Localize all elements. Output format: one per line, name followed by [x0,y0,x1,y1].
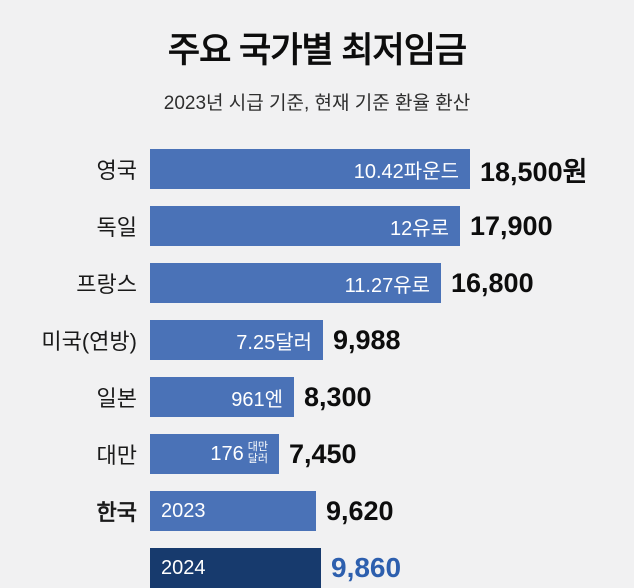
bar-inner-label-japan: 961엔 [231,388,283,411]
bar-korea-2024: 2024 [150,548,321,588]
bar-value-us-federal: 9,988 [333,324,401,355]
bar-value-korea-2024: 9,860 [331,552,402,583]
country-label-taiwan: 대만 [96,443,137,468]
bar-inner-sub-label-taiwan: 대만 달러 [247,441,268,465]
bar-value-taiwan: 7,450 [289,438,357,469]
bar-france: 11.27유로 [150,263,441,303]
bar-value-korea-2023: 9,620 [326,495,394,526]
bar-inner-label-uk: 10.42파운드 [353,160,459,183]
country-label-uk: 영국 [96,158,137,183]
chart-subtitle: 2023년 시급 기준, 현재 기준 환율 환산 [163,93,471,114]
bar-value-uk: 18,500원 [480,156,588,187]
bar-taiwan: 176 대만 달러 [150,434,279,474]
chart-title: 주요 국가별 최저임금 [167,31,467,70]
bar-inner-label-taiwan: 176 [210,442,244,465]
bar-value-germany: 17,900 [470,210,553,241]
country-label-japan: 일본 [96,386,137,411]
country-label-france: 프랑스 [76,272,137,297]
bar-row-uk: 영국 10.42파운드 18,500원 [0,149,634,189]
bar-row-taiwan: 대만 176 대만 달러 7,450 [0,434,634,474]
bar-inner-label-germany: 12유로 [389,217,449,240]
bar-row-germany: 독일 12유로 17,900 [0,206,634,246]
bar-inner-label-korea-2024: 2024 [161,556,206,579]
bar-us-federal: 7.25달러 [150,320,323,360]
bar-value-japan: 8,300 [304,381,372,412]
bar-inner-label-france: 11.27유로 [344,274,430,297]
bar-row-japan: 일본 961엔 8,300 [0,377,634,417]
bar-row-france: 프랑스 11.27유로 16,800 [0,263,634,303]
bar-inner-label-korea-2023: 2023 [161,499,206,522]
bar-row-korea-2024: 2024 9,860 [0,548,634,588]
bar-korea-2023: 2023 [150,491,316,531]
bar-inner-label-us-federal: 7.25달러 [236,331,312,354]
country-label-germany: 독일 [96,215,137,240]
bar-germany: 12유로 [150,206,460,246]
bar-row-us-federal: 미국(연방) 7.25달러 9,988 [0,320,634,360]
country-label-korea-2023: 한국 [96,500,137,525]
country-label-us-federal: 미국(연방) [41,329,137,354]
bar-uk: 10.42파운드 [150,149,470,189]
bar-row-korea-2023: 한국 2023 9,620 [0,491,634,531]
bar-japan: 961엔 [150,377,294,417]
bar-value-france: 16,800 [451,267,534,298]
